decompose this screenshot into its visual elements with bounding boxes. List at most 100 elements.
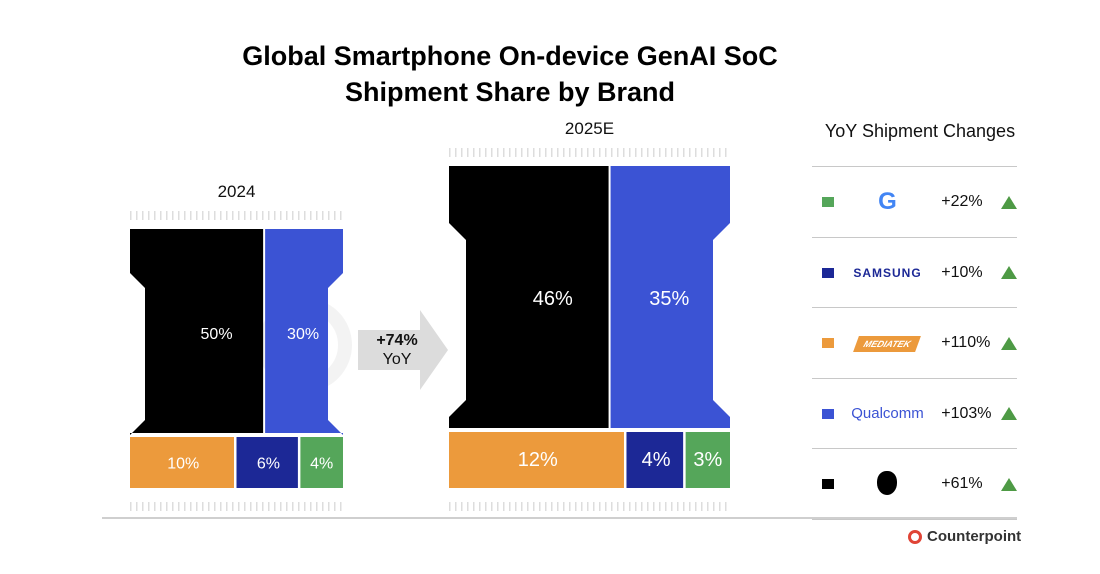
legend-divider (812, 518, 1017, 520)
chip-pins-top (467, 148, 469, 157)
chip-pins-top (581, 148, 583, 157)
chip-pins-top (593, 148, 595, 157)
chip-pins-top (587, 148, 589, 157)
chip-pins-top (497, 148, 499, 157)
chip-pins-top (599, 148, 601, 157)
chip-pins-top (719, 148, 721, 157)
chip-pins-top (142, 211, 144, 220)
chart-title: Global Smartphone On-device GenAI SoC Sh… (150, 38, 870, 110)
chip-pins-top (184, 211, 186, 220)
chip-pins-top (653, 148, 655, 157)
chip-pins-top (274, 211, 276, 220)
chip-pins-bottom (695, 502, 697, 511)
brand-logo: SAMSUNG (834, 265, 942, 280)
chip-pins-bottom (599, 502, 601, 511)
chip-pins-bottom (274, 502, 276, 511)
legend-item-apple: +61% (812, 448, 1017, 519)
chip-pins-top (725, 148, 727, 157)
chip-pins-top (659, 148, 661, 157)
chip-pins-bottom (130, 502, 132, 511)
chip-pins-bottom (190, 502, 192, 511)
chip-pins-bottom (322, 502, 324, 511)
chip-pins-top (569, 148, 571, 157)
chip-pins-bottom (497, 502, 499, 511)
bar-google-2025E (685, 432, 730, 488)
chip-pins-top (178, 211, 180, 220)
chip-pins-bottom (683, 502, 685, 511)
bar-samsung-2024 (236, 437, 298, 488)
legend-item-qualcomm: Qualcomm +103% (812, 377, 1017, 449)
title-line-1: Global Smartphone On-device GenAI SoC (242, 41, 778, 71)
arrow-label: YoY (383, 351, 412, 368)
chip-pins-top (503, 148, 505, 157)
chip-pins-bottom (545, 502, 547, 511)
chip-pins-bottom (172, 502, 174, 511)
data-label-google: 4% (310, 456, 333, 473)
chip-pins-bottom (142, 502, 144, 511)
chip-pins-bottom (220, 502, 222, 511)
chip-pins-bottom (611, 502, 613, 511)
chip-pins-bottom (316, 502, 318, 511)
chip-pins-top (557, 148, 559, 157)
chip-pins-top (647, 148, 649, 157)
chip-pins-bottom (455, 502, 457, 511)
chip-pins-top (280, 211, 282, 220)
chip-pins-bottom (238, 502, 240, 511)
chip-pins-top (154, 211, 156, 220)
chip-pins-top (635, 148, 637, 157)
chip-pins-top (256, 211, 258, 220)
legend-swatch (822, 197, 834, 207)
chip-pins-bottom (569, 502, 571, 511)
chip-pins-top (623, 148, 625, 157)
qualcomm-logo: Qualcomm (851, 405, 924, 422)
data-label-google: 3% (693, 449, 722, 471)
up-triangle-icon (1001, 407, 1017, 420)
chip-pins-top (250, 211, 252, 220)
chip-pins-bottom (250, 502, 252, 511)
chip-pins-bottom (521, 502, 523, 511)
chip-pins-top (130, 211, 132, 220)
chip-pins-bottom (539, 502, 541, 511)
chip-pins-top (701, 148, 703, 157)
chip-pins-bottom (292, 502, 294, 511)
data-label-mediatek: 10% (167, 456, 199, 473)
bar-mediatek-2025E (449, 432, 624, 488)
chip-pins-bottom (581, 502, 583, 511)
up-triangle-icon (1001, 195, 1017, 209)
chip-pins-bottom (665, 502, 667, 511)
chip-pins-bottom (148, 502, 150, 511)
up-triangle-icon (1001, 336, 1017, 350)
chip-pins-bottom (557, 502, 559, 511)
chip-pins-top (148, 211, 150, 220)
chip-pins-top (220, 211, 222, 220)
chip-pins-top (539, 148, 541, 157)
chip-pins-bottom (226, 502, 228, 511)
growth-arrow (358, 310, 448, 390)
arrow-value: +74% (376, 332, 417, 349)
bar-google-2024 (300, 437, 343, 488)
chip-pins-bottom (509, 502, 511, 511)
chip-pins-top (292, 211, 294, 220)
chip-pins-bottom (262, 502, 264, 511)
chip-pins-top (136, 211, 138, 220)
legend-swatch (822, 338, 834, 348)
chip-pins-top (160, 211, 162, 220)
chip-pins-top (334, 211, 336, 220)
chip-pins-top (455, 148, 457, 157)
chip-pins-bottom (623, 502, 625, 511)
chip-pins-bottom (605, 502, 607, 511)
chip-pins-top (190, 211, 192, 220)
legend-item-samsung: SAMSUNG +10% (812, 236, 1017, 308)
chip-pins-top (695, 148, 697, 157)
bar-qualcomm-2024 (265, 229, 343, 435)
chip-pins-top (238, 211, 240, 220)
chip-pins-top (316, 211, 318, 220)
data-label-apple: 46% (533, 288, 573, 310)
chip-pins-top (166, 211, 168, 220)
chip-pins-bottom (449, 502, 451, 511)
chip-pins-bottom (202, 502, 204, 511)
legend-swatch (822, 408, 834, 419)
bar-apple-2025E (449, 166, 609, 428)
chip-pins-top (551, 148, 553, 157)
chip-pins-top (575, 148, 577, 157)
